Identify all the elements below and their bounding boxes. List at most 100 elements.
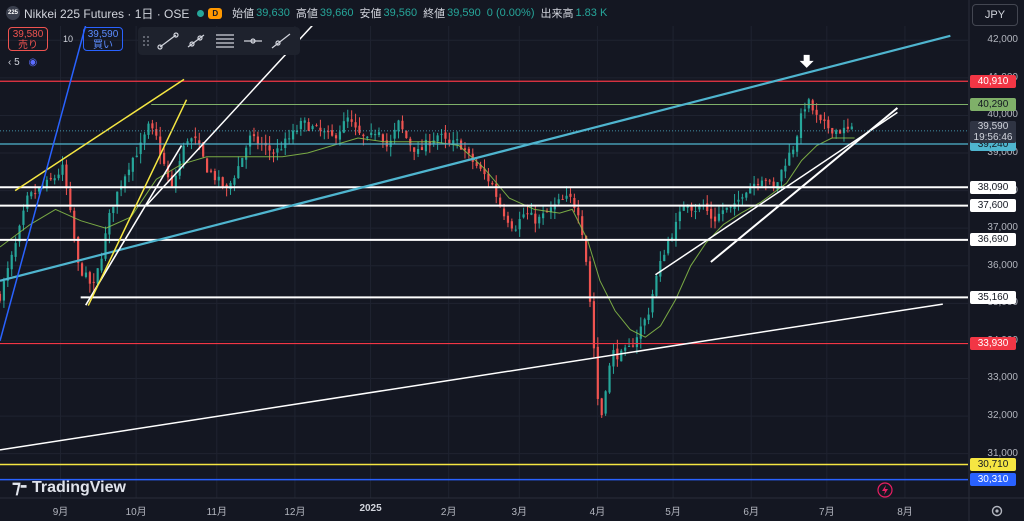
candle-body	[831, 127, 834, 134]
candle-body	[440, 133, 443, 135]
candle-body	[467, 148, 470, 154]
candle-body	[588, 261, 592, 302]
candle-body	[655, 275, 658, 296]
brand-name: TradingView	[31, 478, 126, 496]
candle-body	[127, 169, 131, 176]
candle-body	[334, 135, 338, 139]
ray-tool-icon[interactable]	[187, 34, 205, 48]
candle-body	[561, 198, 564, 200]
lightning-icon[interactable]	[877, 482, 893, 498]
candle-body	[534, 213, 537, 224]
trend-line	[14, 78, 185, 192]
price-tick-label: 40,000	[987, 109, 1018, 121]
candle-body	[780, 169, 783, 182]
candle-body	[760, 180, 764, 186]
candle-body	[280, 149, 283, 151]
currency-selector[interactable]: JPY	[972, 4, 1018, 26]
horizontal-line-tool-icon[interactable]	[244, 38, 262, 44]
candle-body	[713, 216, 717, 222]
candle-body	[221, 177, 224, 187]
candle-body	[14, 243, 17, 257]
candle-body	[698, 205, 701, 210]
candle-body	[643, 319, 646, 326]
volume-label: 出来高	[540, 8, 574, 20]
candle-body	[276, 148, 279, 153]
candle-body	[295, 130, 299, 132]
parallel-channel-tool-icon[interactable]	[216, 34, 234, 48]
candle-body	[807, 99, 810, 109]
candle-body	[721, 210, 724, 215]
candle-body	[776, 182, 779, 190]
candle-body	[166, 165, 170, 178]
candle-body	[788, 152, 791, 166]
indicator-chip[interactable]: ‹ 5 ◉	[8, 57, 37, 68]
candle-body	[612, 350, 615, 367]
drag-handle-icon[interactable]	[143, 36, 149, 46]
moving-average-line	[0, 137, 855, 338]
price-tick-label: 32,000	[987, 410, 1018, 422]
candle-body	[342, 121, 345, 133]
candle-body	[592, 301, 596, 349]
price-tick-label: 39,000	[987, 147, 1018, 159]
data-badge[interactable]: D	[208, 7, 223, 19]
candle-body	[84, 272, 88, 277]
symbol-logo[interactable]: 225	[6, 6, 20, 20]
candle-body	[573, 198, 576, 209]
candle-body	[627, 346, 631, 348]
candle-body	[479, 164, 482, 169]
candle-body	[256, 136, 259, 145]
candle-body	[80, 263, 84, 276]
candle-body	[104, 233, 107, 259]
open-label: 始値	[232, 8, 255, 20]
buy-label: 買い	[93, 40, 113, 51]
candle-body	[413, 147, 416, 152]
drawing-toolbar	[138, 27, 300, 55]
candle-body	[811, 100, 814, 111]
symbol-title[interactable]: Nikkei 225 Futures · 1日 · OSE	[24, 6, 190, 21]
time-tick-label: 8月	[897, 507, 913, 518]
high-value: 39,660	[319, 7, 354, 19]
candle-body	[635, 337, 638, 348]
candle-body	[557, 199, 560, 204]
candle-body	[506, 215, 510, 223]
candle-body	[34, 193, 37, 195]
candle-body	[420, 147, 424, 151]
candle-body	[202, 142, 205, 157]
trend-line-tool-icon[interactable]	[157, 32, 179, 50]
buy-button[interactable]: 39,590 買い	[83, 27, 123, 51]
candle-body	[835, 130, 838, 134]
candle-body	[350, 119, 353, 122]
candle-body	[682, 205, 685, 211]
time-tick-label: 3月	[511, 507, 528, 518]
candle-body	[241, 157, 244, 167]
candle-body	[530, 212, 533, 215]
candle-body	[143, 134, 146, 143]
time-tick-label: 2025	[359, 503, 382, 514]
sell-button[interactable]: 39,580 売り	[8, 27, 48, 51]
current-price-label: 39,590 19:56:46	[970, 120, 1016, 143]
candle-body	[428, 141, 431, 146]
candle-body	[424, 139, 427, 152]
extended-line-tool-icon[interactable]	[271, 33, 291, 49]
candle-body	[213, 171, 217, 181]
time-tick-label: 2月	[440, 507, 457, 518]
level-price-label: 33,930	[970, 337, 1016, 351]
candle-body	[139, 142, 142, 155]
trend-line	[0, 26, 87, 342]
candle-body	[819, 114, 822, 121]
candle-body	[190, 138, 193, 142]
candle-body	[674, 221, 678, 240]
candle-body	[596, 346, 599, 399]
price-tick-label: 37,000	[987, 222, 1018, 234]
candle-body	[491, 182, 494, 185]
candle-body	[6, 268, 9, 281]
level-price-label: 35,160	[970, 290, 1016, 304]
candle-body	[850, 126, 853, 130]
settings-gear-icon[interactable]	[990, 504, 1004, 518]
candle-body	[584, 235, 588, 262]
candle-body	[401, 120, 404, 130]
candle-body	[838, 130, 842, 134]
candle-body	[73, 210, 76, 239]
candle-body	[18, 225, 21, 242]
